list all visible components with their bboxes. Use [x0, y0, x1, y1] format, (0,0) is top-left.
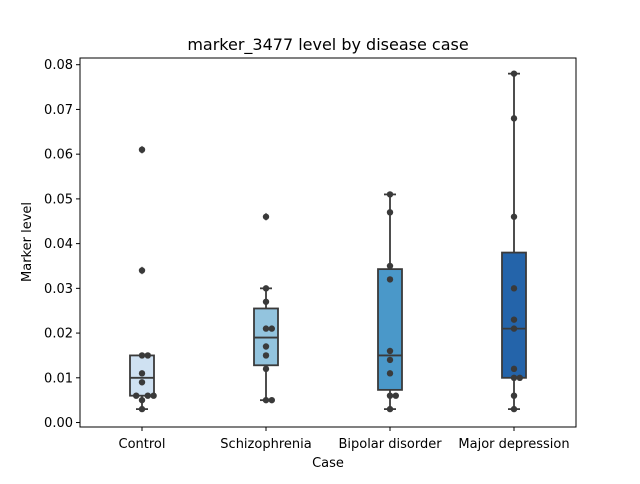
y-axis-label: Marker level [20, 202, 35, 282]
data-point [510, 70, 518, 77]
swarm-series [133, 146, 157, 413]
swarm-series [386, 191, 399, 413]
data-point [516, 374, 523, 381]
data-point [510, 325, 518, 332]
x-axis: Control Schizophrenia Bipolar disorder Majo… [119, 427, 570, 452]
data-point [262, 343, 270, 350]
data-point [386, 262, 394, 270]
y-tick-label: 0.01 [44, 371, 73, 386]
data-point [386, 209, 394, 216]
data-point [510, 316, 518, 323]
x-tick-label: Schizophrenia [220, 437, 311, 452]
box-group [253, 212, 279, 402]
data-point [268, 325, 275, 332]
box-group [501, 72, 527, 411]
data-point [386, 276, 394, 283]
data-point [262, 352, 270, 359]
x-tick-label: Major depression [458, 437, 569, 452]
data-point [510, 285, 518, 292]
data-point [262, 285, 270, 292]
box-iqr [501, 251, 527, 379]
data-point [262, 325, 270, 332]
data-point [386, 392, 394, 399]
box-group [129, 145, 155, 411]
data-point [510, 374, 518, 381]
y-tick-label: 0.07 [44, 103, 73, 118]
chart-title: marker_3477 level by disease case [187, 35, 468, 55]
data-point [386, 347, 394, 355]
swarm-series [262, 213, 275, 404]
data-point [262, 213, 270, 220]
x-tick-label: Bipolar disorder [338, 437, 442, 452]
y-tick-label: 0.02 [44, 327, 73, 342]
plot-frame [79, 57, 577, 428]
plot-area [129, 70, 527, 413]
data-point [386, 405, 394, 413]
y-tick-label: 0.04 [44, 237, 73, 252]
data-point [138, 405, 146, 413]
box-group [377, 193, 403, 411]
data-point [138, 267, 146, 274]
data-point [510, 365, 518, 373]
data-point [133, 392, 140, 399]
y-tick-label: 0.00 [44, 416, 73, 431]
data-point [138, 379, 146, 386]
data-point [510, 405, 518, 413]
data-point [268, 396, 275, 404]
data-point [386, 191, 394, 198]
data-point [138, 146, 146, 153]
y-tick-label: 0.05 [44, 192, 73, 207]
data-point [144, 352, 151, 359]
x-axis-label: Case [312, 456, 344, 471]
data-point [262, 365, 270, 373]
x-tick-label: Control [119, 437, 166, 452]
y-tick-label: 0.08 [44, 58, 73, 73]
data-point [510, 115, 518, 122]
data-point [386, 370, 394, 377]
data-point [392, 392, 399, 399]
data-point [144, 392, 151, 399]
swarm-series [510, 70, 523, 413]
y-tick-label: 0.03 [44, 282, 73, 297]
data-point [262, 396, 270, 404]
y-axis: 0.00 0.01 0.02 0.03 0.04 0.05 0.06 0.07 0.08 [44, 58, 80, 431]
data-point [138, 370, 146, 377]
data-point [150, 392, 157, 399]
data-point [138, 352, 146, 359]
data-point [386, 356, 394, 364]
y-tick-label: 0.06 [44, 148, 73, 163]
data-point [262, 298, 270, 305]
data-point [510, 213, 518, 220]
data-point [138, 396, 146, 404]
data-point [510, 392, 518, 399]
